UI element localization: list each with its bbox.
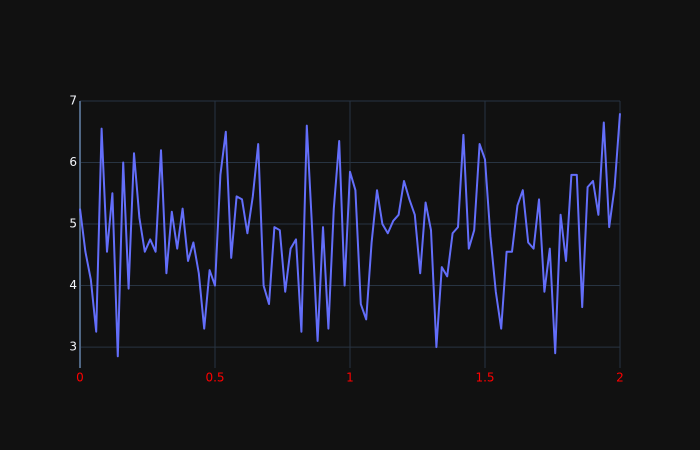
x-tick-label: 1.5: [475, 371, 494, 385]
x-tick-label: 0: [76, 371, 84, 385]
data-line: [79, 113, 621, 358]
y-tick-label: 7: [69, 94, 77, 108]
y-tick-label: 4: [69, 278, 77, 292]
x-tick-label: 1: [346, 371, 354, 385]
y-tick-label: 3: [69, 340, 77, 354]
y-tick-label: 5: [69, 217, 77, 231]
x-tick-label: 0.5: [205, 371, 224, 385]
y-tick-label: 6: [69, 155, 77, 169]
x-tick-label: 2: [616, 371, 624, 385]
